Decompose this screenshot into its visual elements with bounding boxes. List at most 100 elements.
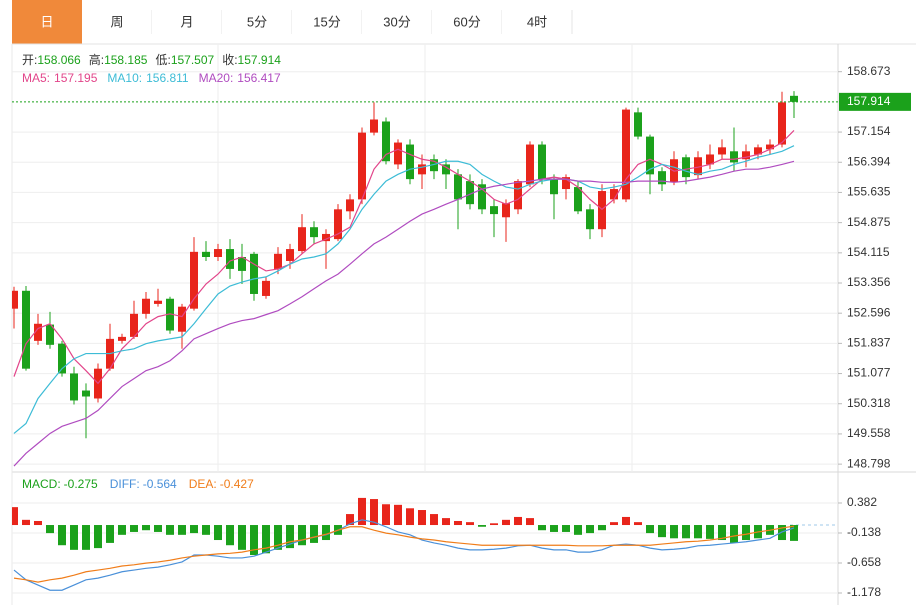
candle-body	[646, 136, 654, 175]
macd-bar	[106, 525, 114, 543]
tab-background[interactable]	[292, 0, 362, 44]
candle-body	[562, 177, 570, 190]
candle-body	[454, 174, 462, 200]
macd-line-name: DIFF:	[110, 477, 140, 491]
tab[interactable]: 30分	[362, 0, 433, 44]
tab-label[interactable]: 周	[110, 14, 123, 29]
macd-bar	[478, 525, 486, 527]
tab-background[interactable]	[12, 0, 82, 44]
y-tick-label: -0.138	[847, 525, 881, 539]
macd-bar	[58, 525, 66, 546]
tab[interactable]: 5分	[222, 0, 293, 44]
tab-background[interactable]	[152, 0, 222, 44]
macd-header: MACD: -0.275 DIFF: -0.564 DEA: -0.427	[22, 477, 254, 491]
candle-body	[574, 187, 582, 212]
macd-bar	[154, 525, 162, 532]
macd-bar	[22, 519, 30, 526]
ma-value: 156.417	[237, 71, 281, 85]
y-tick-label: 157.154	[847, 124, 891, 138]
tab-background[interactable]	[82, 0, 152, 44]
tab-label[interactable]: 5分	[247, 14, 267, 29]
ohlc-label: 收:	[222, 53, 237, 67]
tab[interactable]: 日	[12, 0, 82, 44]
tab-label[interactable]: 60分	[453, 14, 480, 29]
ohlc-header: 开:158.066 高:158.185 低:157.507 收:157.914	[22, 52, 281, 67]
y-tick-label: 154.115	[847, 245, 890, 259]
candle-body	[550, 179, 558, 195]
tab[interactable]: 月	[152, 0, 223, 44]
y-tick-label: -1.178	[847, 585, 881, 599]
candle-body	[418, 164, 426, 175]
candle-body	[718, 147, 726, 155]
ma-line	[13, 130, 795, 385]
ohlc-value: 158.066	[37, 53, 81, 67]
macd-name: MACD:	[22, 477, 61, 491]
tab[interactable]: 4时	[502, 0, 573, 44]
macd-bar	[274, 525, 282, 550]
candle-body	[46, 324, 54, 345]
candle-body	[514, 181, 522, 210]
y-tick-label: 158.673	[847, 64, 891, 78]
candle-body	[22, 290, 30, 369]
macd-line-value: -0.427	[220, 477, 254, 491]
ohlc-label: 开:	[22, 53, 37, 67]
macd-line-name: DEA:	[189, 477, 217, 491]
macd-bar	[190, 525, 198, 534]
ohlc-value: 157.914	[238, 53, 282, 67]
tab-label[interactable]: 30分	[383, 14, 410, 29]
ma-line	[13, 160, 795, 467]
tab-label[interactable]: 15分	[313, 14, 340, 29]
ma-value: 156.811	[146, 71, 189, 85]
candle-body	[274, 253, 282, 269]
tab-label[interactable]: 4时	[527, 14, 547, 29]
tab-label[interactable]: 日	[40, 14, 53, 29]
macd-bar	[238, 525, 246, 550]
candle-body	[130, 313, 138, 337]
macd-bar	[178, 525, 186, 535]
macd-bar	[262, 525, 270, 554]
macd-bar	[202, 525, 210, 535]
tab-background[interactable]	[432, 0, 502, 44]
tab[interactable]: 周	[82, 0, 153, 44]
macd-bar	[358, 497, 366, 526]
candle-body	[766, 144, 774, 150]
tab-background[interactable]	[222, 0, 292, 44]
tab-label[interactable]: 月	[180, 14, 193, 29]
macd-bar	[694, 525, 702, 539]
macd-bar	[310, 525, 318, 543]
tab[interactable]: 15分	[292, 0, 363, 44]
macd-bar	[406, 508, 414, 526]
tab[interactable]: 60分	[432, 0, 503, 44]
candle-body	[118, 336, 126, 341]
candle-body	[658, 171, 666, 185]
candle-body	[34, 323, 42, 341]
macd-bar	[166, 525, 174, 535]
macd-bar	[514, 516, 522, 526]
macd-bar	[94, 525, 102, 549]
tab-background[interactable]	[502, 0, 572, 44]
candle-body	[202, 251, 210, 258]
macd-bar	[502, 519, 510, 526]
tab-background[interactable]	[362, 0, 432, 44]
candle-body	[490, 206, 498, 215]
candle-body	[370, 119, 378, 133]
candle-body	[382, 121, 390, 162]
macd-bar	[298, 525, 306, 546]
plot-area	[12, 497, 798, 591]
candle-body	[754, 147, 762, 155]
candle-body	[190, 251, 198, 309]
macd-bar	[586, 525, 594, 534]
ma-header: MA5: 157.195 MA10: 156.811 MA20: 156.417	[22, 71, 281, 85]
candle-body	[250, 253, 258, 294]
candle-body	[286, 249, 294, 261]
y-tick-label: 151.837	[847, 336, 891, 350]
candle-body	[694, 157, 702, 176]
candle-body	[298, 227, 306, 252]
macd-bar	[12, 507, 18, 526]
macd-bar	[466, 522, 474, 526]
candle-body	[598, 191, 606, 230]
macd-bar	[526, 518, 534, 526]
y-tick-label: -0.658	[847, 555, 881, 569]
